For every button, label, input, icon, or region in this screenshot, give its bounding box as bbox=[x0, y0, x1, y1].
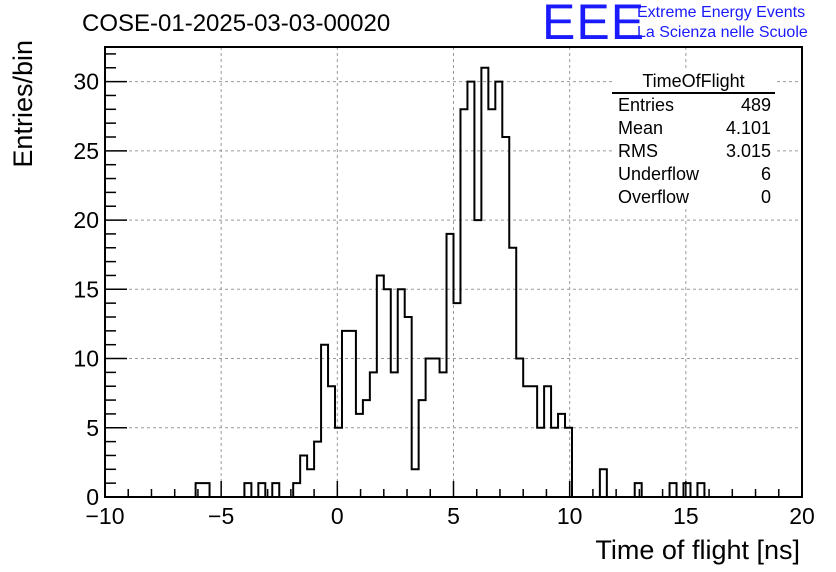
stats-value: 489 bbox=[740, 95, 771, 115]
stats-row: Underflow 6 bbox=[612, 163, 775, 186]
axis-ticks bbox=[104, 53, 803, 498]
stats-value: 6 bbox=[760, 164, 771, 184]
y-tick-label: 5 bbox=[86, 415, 99, 441]
stats-row: RMS 3.015 bbox=[612, 140, 775, 163]
stats-row: Entries 489 bbox=[612, 94, 775, 117]
eee-logo: EEE Extreme Energy Events La Scienza nel… bbox=[542, 0, 832, 50]
stats-label: Mean bbox=[618, 118, 664, 138]
stats-label: Underflow bbox=[618, 164, 700, 184]
x-tick-label: 15 bbox=[673, 503, 699, 529]
stats-value: 4.101 bbox=[725, 118, 771, 138]
stats-label: Overflow bbox=[618, 187, 690, 207]
y-tick-label: 0 bbox=[86, 484, 99, 510]
logo-text-line-1: Extreme Energy Events bbox=[637, 4, 806, 21]
plot-title: COSE-01-2025-03-03-00020 bbox=[82, 10, 391, 37]
x-tick-label: 10 bbox=[557, 503, 583, 529]
logo-text-line-2: La Scienza nelle Scuole bbox=[637, 24, 808, 41]
stats-value: 0 bbox=[760, 187, 771, 207]
x-tick-label: 5 bbox=[447, 503, 460, 529]
x-tick-label: 0 bbox=[331, 503, 344, 529]
stats-value: 3.015 bbox=[725, 141, 771, 161]
stats-box: TimeOfFlight Entries 489 Mean 4.101 RMS … bbox=[612, 70, 775, 209]
x-tick-label: −5 bbox=[208, 503, 234, 529]
x-axis-label: Time of flight [ns] bbox=[595, 535, 800, 565]
y-axis-label: Entries/bin bbox=[8, 40, 38, 168]
stats-label: Entries bbox=[618, 95, 675, 115]
y-tick-label: 10 bbox=[73, 346, 99, 372]
stats-row: Mean 4.101 bbox=[612, 117, 775, 140]
y-tick-label: 25 bbox=[73, 138, 99, 164]
eee-logo-mark: EEE bbox=[542, 0, 646, 50]
y-tick-label: 30 bbox=[73, 69, 99, 95]
x-tick-label: −10 bbox=[85, 503, 124, 529]
y-tick-label: 15 bbox=[73, 276, 99, 302]
stats-row: Overflow 0 bbox=[612, 186, 775, 209]
grid-lines bbox=[105, 47, 802, 497]
tick-labels: −10 −5 0 5 10 15 20 0 5 10 15 20 25 30 bbox=[73, 69, 814, 529]
y-tick-label: 20 bbox=[73, 207, 99, 233]
stats-title: TimeOfFlight bbox=[612, 70, 775, 94]
stats-label: RMS bbox=[618, 141, 658, 161]
x-tick-label: 20 bbox=[789, 503, 815, 529]
